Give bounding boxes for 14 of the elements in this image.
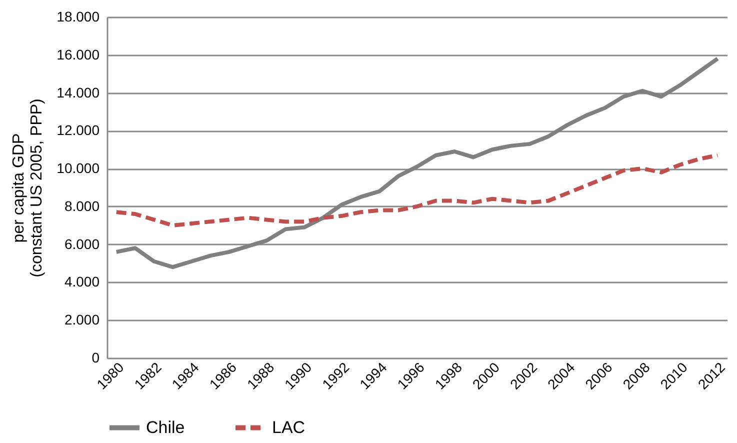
y-tick-label: 10.000 xyxy=(56,160,100,176)
y-tick-label: 18.000 xyxy=(56,8,100,24)
y-tick-label: 16.000 xyxy=(56,46,100,62)
y-tick-label: 8.000 xyxy=(64,198,100,214)
y-tick-label: 0 xyxy=(92,350,100,366)
y-axis-title: per capita GDP (constant US 2005, PPP) xyxy=(10,98,46,278)
y-tick-label: 6.000 xyxy=(64,236,100,252)
y-tick-label: 4.000 xyxy=(64,274,100,290)
line-series xyxy=(114,153,720,228)
y-tick-label: 2.000 xyxy=(64,312,100,328)
legend-label: Chile xyxy=(146,418,185,437)
y-tick-label: 14.000 xyxy=(56,84,100,100)
y-tick-label: 12.000 xyxy=(56,122,100,138)
legend-label: LAC xyxy=(272,418,306,437)
